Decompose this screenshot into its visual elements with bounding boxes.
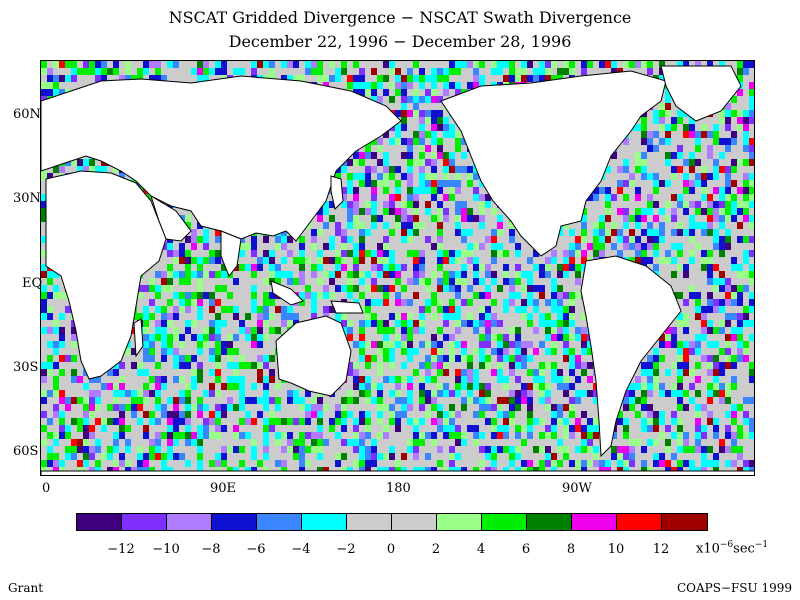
- units-exponent-2: −1: [754, 540, 769, 550]
- colorbar-tick-label: −12: [107, 542, 135, 557]
- lat-label-eq: EQ: [22, 276, 43, 291]
- lon-label-0: 0: [42, 481, 51, 496]
- land-indonesia: [270, 280, 364, 314]
- lon-label-90w: 90W: [562, 481, 592, 496]
- lon-label-180: 180: [386, 481, 411, 496]
- lat-label-60s: 60S: [13, 444, 39, 459]
- colorbar-tick-label: −4: [291, 542, 311, 557]
- land-greenland: [660, 65, 742, 122]
- colorbar-swatch: [347, 514, 392, 530]
- colorbar-tick-label: −6: [246, 542, 266, 557]
- colorbar-tick-label: 6: [521, 542, 531, 557]
- divergence-map: [40, 60, 755, 476]
- institution-credit: COAPS−FSU 1999: [676, 581, 792, 595]
- colorbar-swatch: [212, 514, 257, 530]
- land-africa: [45, 170, 167, 380]
- colorbar-swatch: [257, 514, 302, 530]
- colorbar-tick-label: −10: [152, 542, 180, 557]
- colorbar-units: x10−6sec−1: [696, 540, 768, 556]
- units-suffix: sec: [733, 541, 755, 557]
- colorbar-swatch: [572, 514, 617, 530]
- lon-label-90e: 90E: [210, 481, 237, 496]
- colorbar-swatch: [167, 514, 212, 530]
- land-antarctica: [41, 470, 754, 475]
- colorbar-swatch: [482, 514, 527, 530]
- colorbar-tick-label: 0: [386, 542, 396, 557]
- colorbar-swatch: [662, 514, 707, 530]
- land-north-america: [440, 70, 667, 257]
- colorbar-swatch: [437, 514, 482, 530]
- colorbar-swatch: [392, 514, 437, 530]
- map-title: NSCAT Gridded Divergence − NSCAT Swath D…: [168, 8, 632, 27]
- colorbar-tick-label: 4: [476, 542, 486, 557]
- units-exponent: −6: [719, 540, 734, 550]
- land-eurasia: [41, 75, 402, 242]
- land-madagascar: [133, 318, 144, 358]
- lat-label-30s: 30S: [13, 360, 39, 375]
- colorbar-swatch: [77, 514, 122, 530]
- colorbar-tick-label: −2: [336, 542, 356, 557]
- colorbar-tick-label: 8: [566, 542, 576, 557]
- units-prefix: x10: [696, 541, 720, 557]
- colorbar-swatch: [617, 514, 662, 530]
- colorbar-tick-label: 12: [652, 542, 670, 557]
- lat-label-60n: 60N: [13, 107, 41, 122]
- continents: [41, 65, 754, 475]
- colorbar-swatch: [302, 514, 347, 530]
- land-japan: [330, 175, 344, 210]
- land-south-america: [580, 255, 682, 458]
- lat-label-30n: 30N: [13, 191, 41, 206]
- colorbar-tick-label: 10: [607, 542, 625, 557]
- author-credit: Grant: [8, 581, 44, 595]
- colorbar-swatch: [122, 514, 167, 530]
- colorbar-tick-label: −8: [201, 542, 221, 557]
- colorbar-swatch: [527, 514, 572, 530]
- colorbar: [76, 513, 708, 531]
- map-canvas: [41, 61, 754, 475]
- map-date-range: December 22, 1996 − December 28, 1996: [228, 32, 572, 51]
- land-australia: [275, 315, 352, 397]
- colorbar-tick-label: 2: [431, 542, 441, 557]
